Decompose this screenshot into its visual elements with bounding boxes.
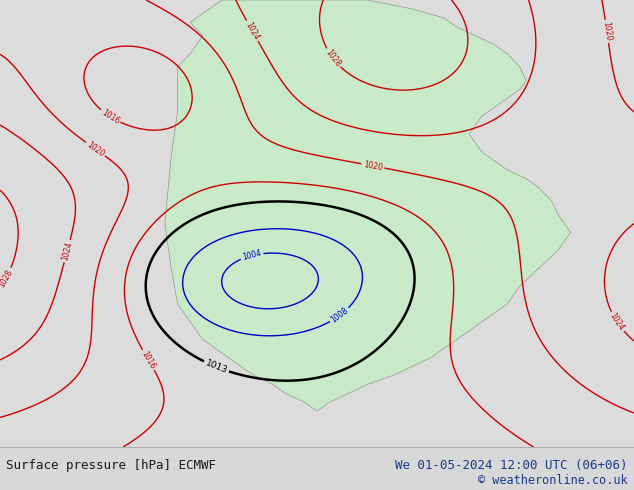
- Text: 1016: 1016: [100, 108, 121, 125]
- Text: 1024: 1024: [608, 311, 626, 332]
- Text: 1028: 1028: [323, 48, 342, 69]
- Text: We 01-05-2024 12:00 UTC (06+06): We 01-05-2024 12:00 UTC (06+06): [395, 459, 628, 472]
- Text: © weatheronline.co.uk: © weatheronline.co.uk: [478, 473, 628, 487]
- Text: 1013: 1013: [204, 358, 229, 375]
- Text: 1020: 1020: [85, 140, 106, 158]
- Polygon shape: [165, 0, 571, 411]
- Text: Surface pressure [hPa] ECMWF: Surface pressure [hPa] ECMWF: [6, 459, 216, 472]
- Text: 1020: 1020: [601, 21, 612, 42]
- Text: 1016: 1016: [139, 349, 157, 370]
- Text: 1004: 1004: [242, 249, 262, 262]
- Text: 1008: 1008: [329, 306, 350, 325]
- Text: 1024: 1024: [60, 241, 74, 262]
- Text: 1028: 1028: [0, 268, 15, 289]
- Text: 1024: 1024: [243, 20, 261, 42]
- Text: 1020: 1020: [363, 160, 383, 172]
